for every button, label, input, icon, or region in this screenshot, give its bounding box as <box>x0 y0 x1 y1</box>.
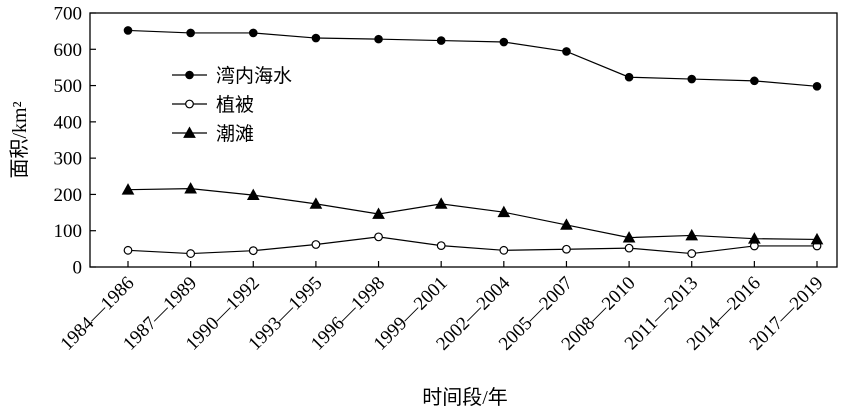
data-point <box>434 197 448 209</box>
data-point <box>248 246 258 256</box>
y-tick-label: 100 <box>54 221 83 242</box>
data-point <box>123 26 133 35</box>
data-point <box>562 47 571 56</box>
data-point <box>121 183 135 195</box>
plot-border <box>89 12 838 268</box>
data-point <box>562 244 571 254</box>
x-axis: 1984—19861987—19891990—19921993—19951996… <box>57 261 828 355</box>
data-point <box>186 28 195 38</box>
series-layer <box>121 26 824 258</box>
data-point <box>436 241 446 250</box>
y-tick-label: 200 <box>54 185 83 206</box>
data-point <box>687 74 697 84</box>
y-tick-label: 500 <box>54 76 83 97</box>
legend-item-3: 潮滩 <box>172 123 254 145</box>
data-point <box>497 205 511 218</box>
plot-frame <box>89 12 838 268</box>
data-point <box>311 240 321 249</box>
data-point <box>186 249 196 258</box>
legend-item-1: 湾内海水 <box>172 65 292 87</box>
data-point <box>499 245 509 255</box>
series-1 <box>123 26 822 91</box>
legend-marker <box>185 99 194 109</box>
y-axis-title: 面积/km² <box>8 101 31 178</box>
x-axis-title: 时间段/年 <box>422 386 508 409</box>
y-axis: 0 100 200 300 400 500 600 700 <box>54 4 96 279</box>
series-line <box>127 188 818 241</box>
y-tick-label: 600 <box>54 40 83 61</box>
legend-label: 潮滩 <box>216 123 254 145</box>
data-point <box>622 231 636 243</box>
data-point <box>248 28 258 38</box>
data-point <box>372 207 385 219</box>
data-point <box>560 218 573 230</box>
data-point <box>436 36 446 45</box>
y-tick-label: 700 <box>54 4 83 25</box>
data-point <box>624 72 634 82</box>
y-tick-label: 0 <box>73 258 83 279</box>
legend-label: 植被 <box>216 94 254 116</box>
data-point <box>374 232 383 242</box>
data-point <box>309 197 323 209</box>
data-point <box>311 33 321 43</box>
legend-marker <box>183 126 196 138</box>
y-tick-label: 300 <box>54 149 83 170</box>
data-point <box>246 188 260 201</box>
series-line <box>127 236 817 255</box>
data-point <box>624 243 634 253</box>
data-point <box>687 249 697 258</box>
data-point <box>750 76 759 86</box>
y-tick-label: 400 <box>54 112 83 133</box>
legend-marker <box>185 70 194 80</box>
series-3 <box>121 182 824 245</box>
legend-item-2: 植被 <box>172 94 254 116</box>
data-point <box>748 232 761 244</box>
data-point <box>499 37 509 47</box>
data-point <box>184 182 197 194</box>
data-point <box>123 245 133 255</box>
data-point <box>810 232 824 245</box>
data-point <box>374 34 383 44</box>
legend-label: 湾内海水 <box>216 65 292 87</box>
series-line <box>127 29 818 87</box>
data-point <box>812 81 822 91</box>
data-point <box>685 228 699 241</box>
